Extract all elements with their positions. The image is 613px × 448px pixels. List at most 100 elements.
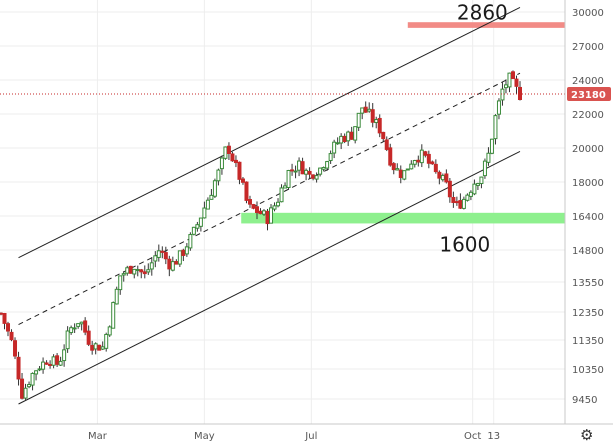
candle-body: [395, 168, 400, 171]
candle-body: [307, 170, 312, 175]
candle-body: [325, 161, 330, 169]
candle-body: [265, 210, 270, 225]
candle-body: [6, 323, 11, 332]
candle-body: [139, 269, 144, 273]
candle-body: [461, 198, 466, 209]
candle-body: [426, 153, 431, 164]
y-tick-label: 27000: [572, 42, 604, 53]
x-tick-label: Jul: [304, 431, 317, 442]
gear-icon[interactable]: ⚙: [580, 426, 593, 444]
candle-body: [377, 117, 382, 134]
candle-body: [107, 326, 112, 336]
candle-body: [479, 176, 484, 185]
candle-body: [496, 100, 501, 115]
candle-body: [300, 161, 305, 175]
candle-body: [349, 131, 354, 140]
candle-body: [514, 78, 519, 87]
y-tick-label: 10350: [572, 365, 604, 376]
candle-body: [170, 261, 175, 271]
y-tick-label: 12350: [572, 308, 604, 319]
candle-body: [20, 378, 25, 399]
candle-body: [55, 355, 60, 365]
candle-body: [510, 71, 515, 80]
candle-body: [86, 330, 91, 345]
candle-body: [247, 199, 252, 205]
candle-body: [458, 200, 463, 209]
channel-line-lower: [18, 150, 521, 405]
candle-body: [304, 169, 309, 175]
candle-body: [16, 356, 21, 380]
candle-body: [237, 161, 242, 180]
candle-body: [0, 312, 3, 315]
candle-body: [468, 191, 473, 197]
candle-body: [384, 139, 389, 150]
candle-body: [83, 320, 88, 333]
candle-body: [279, 187, 284, 203]
candle-body: [500, 88, 505, 101]
candle-body: [118, 275, 123, 291]
grid-lines: [0, 0, 565, 424]
candle-body: [69, 327, 74, 334]
candle-body: [363, 106, 368, 113]
candle-body: [76, 323, 81, 327]
candle-body: [489, 138, 494, 154]
candle-body: [160, 250, 165, 253]
candle-body: [121, 273, 126, 276]
candle-body: [398, 169, 403, 179]
candle-body: [209, 194, 214, 200]
candle-body: [314, 175, 319, 180]
candle-body: [321, 166, 326, 170]
candle-body: [195, 224, 200, 229]
annotation-label: 2860: [457, 0, 508, 24]
candle-body: [486, 152, 491, 163]
candle-body: [212, 180, 217, 197]
candle-body: [142, 271, 147, 275]
candle-body: [233, 159, 238, 164]
candle-body: [132, 268, 137, 275]
candle-body: [472, 183, 477, 195]
candle-body: [328, 153, 333, 161]
y-tick-label: 13550: [572, 278, 604, 289]
x-tick-label: Oct: [464, 431, 481, 442]
candle-body: [188, 234, 193, 249]
candle-body: [339, 135, 344, 144]
y-tick-label: 22000: [572, 110, 604, 121]
y-tick-label: 16400: [572, 212, 604, 223]
candle-body: [262, 210, 267, 215]
candle-body: [163, 252, 168, 260]
candle-body: [27, 384, 32, 388]
resistance-zone: [407, 22, 565, 28]
candle-body: [244, 181, 249, 201]
candle-body: [482, 160, 487, 177]
candle-body: [311, 174, 316, 179]
candle-body: [51, 356, 56, 366]
y-tick-label: 20000: [572, 144, 604, 155]
candle-body: [447, 180, 452, 198]
candle-body: [219, 157, 224, 170]
candle-body: [283, 185, 288, 189]
candle-body: [48, 364, 53, 367]
candle-body: [111, 302, 116, 329]
candle-body: [493, 115, 498, 140]
candle-body: [2, 312, 7, 324]
candle-body: [297, 160, 302, 171]
candle-body: [444, 173, 449, 183]
candle-body: [272, 205, 277, 210]
y-tick-label: 14800: [572, 246, 604, 257]
candle-body: [388, 147, 393, 166]
candle-body: [174, 261, 179, 265]
candle-body: [44, 362, 49, 365]
y-tick-label: 9450: [572, 395, 597, 406]
candle-body: [286, 169, 291, 188]
candle-body: [114, 288, 119, 305]
candle-body: [125, 267, 130, 274]
last-price-label: 23180: [571, 90, 606, 101]
candle-body: [90, 344, 95, 351]
candle-body: [507, 72, 512, 88]
candle-body: [65, 330, 70, 350]
candle-body: [191, 226, 196, 235]
annotation-label: 1600: [439, 232, 490, 256]
x-tick-label: May: [194, 431, 215, 442]
